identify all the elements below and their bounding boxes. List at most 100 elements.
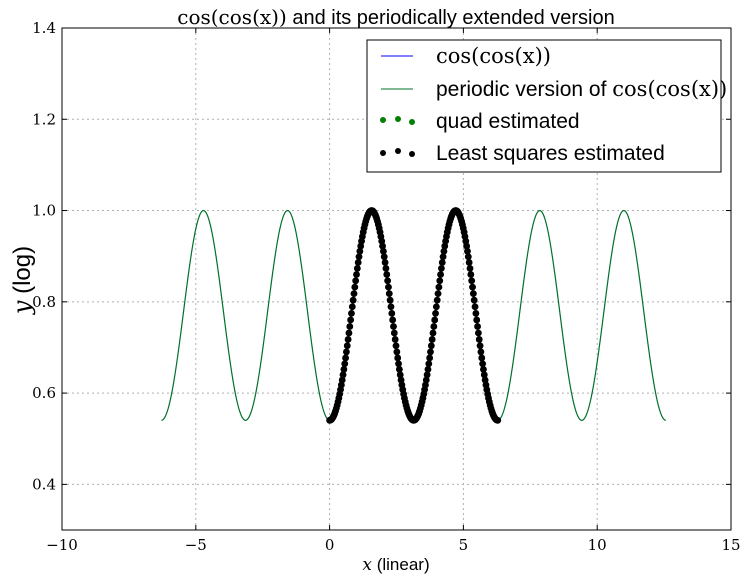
x-axis-label: x (linear) xyxy=(362,555,429,575)
lsq-dot xyxy=(353,271,360,278)
lsq-dot xyxy=(392,342,400,350)
ticks: −10 −5 0 5 10 15 0.4 0.6 0.8 1.0 1.2 1.4 xyxy=(32,19,740,554)
plot-frame xyxy=(61,27,732,531)
lsq-dot xyxy=(475,329,482,337)
lsq-dot xyxy=(469,283,476,291)
lsq-dot xyxy=(434,290,442,298)
lsq-dot xyxy=(387,303,395,311)
lsq-dot xyxy=(423,371,431,379)
lsq-dot xyxy=(427,348,434,356)
x-tick-label: −5 xyxy=(185,536,207,554)
chart-title-text: and its periodically extended version xyxy=(287,7,615,29)
lsq-dot xyxy=(383,271,391,278)
lsq-dot xyxy=(437,271,444,278)
lsq-dot xyxy=(382,265,390,272)
lsq-dot xyxy=(472,309,480,317)
lsq-dot xyxy=(422,376,430,384)
x-tick-label: 0 xyxy=(325,536,335,554)
lsq-dot xyxy=(477,348,485,356)
lsq-dot xyxy=(440,247,448,255)
lsq-dot xyxy=(425,360,433,368)
lsq-dot xyxy=(463,242,471,250)
legend-dot-quad-1 xyxy=(380,117,386,123)
lsq-dot xyxy=(343,348,350,356)
lsq-dot xyxy=(439,253,447,261)
x-tick-label: 10 xyxy=(588,536,607,554)
lsq-dot xyxy=(343,342,351,350)
lsq-dot xyxy=(345,329,353,337)
lsq-dot xyxy=(386,296,394,304)
lsq-dot xyxy=(427,342,435,350)
lsq-dot xyxy=(470,296,478,304)
series-layer xyxy=(161,207,667,424)
lsq-dot xyxy=(480,366,487,373)
lsq-dot xyxy=(356,247,364,255)
legend-label-cos-cos: cos(cos(x)) xyxy=(436,44,551,68)
lsq-dot xyxy=(479,360,487,368)
lsq-dot xyxy=(346,323,354,330)
lsq-dot xyxy=(431,316,439,324)
lsq-dot xyxy=(476,342,484,350)
legend-label-periodic: periodic version of cos(cos(x)) xyxy=(436,77,727,101)
lsq-dot xyxy=(428,336,436,343)
lsq-dot xyxy=(355,253,363,261)
lsq-dot xyxy=(475,336,483,343)
y-tick-label: 0.6 xyxy=(32,384,56,402)
lsq-dot xyxy=(473,316,481,324)
x-tick-label: 15 xyxy=(721,536,740,554)
lsq-dot xyxy=(342,354,349,362)
lsq-dot xyxy=(393,348,401,356)
lsq-dot xyxy=(494,416,502,424)
legend-dot-quad-2 xyxy=(395,116,401,122)
lsq-dot xyxy=(340,366,348,373)
lsq-dot xyxy=(381,259,389,266)
lsq-dot xyxy=(391,336,399,343)
lsq-dot xyxy=(467,271,475,278)
lsq-dot xyxy=(438,259,446,266)
legend-label-periodic-text: periodic version of xyxy=(436,78,612,101)
lsq-dot xyxy=(390,329,398,337)
lsq-dot xyxy=(354,259,362,266)
lsq-dot xyxy=(435,283,443,291)
lsq-dot xyxy=(341,360,349,368)
y-tick-label: 1.4 xyxy=(32,19,56,37)
lsq-dot xyxy=(353,265,361,272)
lsq-dot xyxy=(349,296,357,304)
lsq-dot xyxy=(464,247,471,255)
lsq-dot xyxy=(426,354,434,362)
lsq-dot xyxy=(396,371,404,379)
lsq-dot xyxy=(395,360,402,368)
x-tick-label: 5 xyxy=(459,536,469,554)
y-tick-label: 1.2 xyxy=(32,110,56,128)
lsq-dot xyxy=(433,296,441,304)
lsq-dot xyxy=(478,354,486,362)
y-tick-label: 1.0 xyxy=(32,202,56,220)
lsq-dot xyxy=(429,329,437,337)
legend-label-cos-cos-math: cos(cos(x)) xyxy=(436,44,551,68)
lsq-dot xyxy=(395,366,403,373)
y-axis-label-math: y xyxy=(8,300,36,315)
legend: cos(cos(x)) periodic version of cos(cos(… xyxy=(366,39,727,173)
lsq-dot xyxy=(471,303,479,311)
lsq-dot xyxy=(424,366,432,373)
chart-title: cos(cos(x)) and its periodically extende… xyxy=(177,5,614,29)
lsq-dot xyxy=(464,253,472,261)
lsq-dot xyxy=(465,259,473,266)
lsq-dot xyxy=(480,371,488,379)
y-axis-label-text: (log) xyxy=(9,246,36,301)
chart-title-math: cos(cos(x)) xyxy=(177,5,287,29)
lsq-dot xyxy=(338,376,346,384)
lsq-dot xyxy=(389,316,397,324)
lsq-dot xyxy=(350,290,358,298)
lsq-dot xyxy=(388,309,396,317)
lsq-dot xyxy=(438,265,445,272)
lsq-dot xyxy=(379,242,386,250)
lsq-dot xyxy=(380,247,387,255)
lsq-dot xyxy=(385,283,392,291)
x-axis-label-text: (linear) xyxy=(372,555,430,574)
x-tick-label: −10 xyxy=(46,536,78,554)
legend-dot-quad-3 xyxy=(409,119,415,125)
legend-label-lsq: Least squares estimated xyxy=(436,142,665,165)
lsq-dot xyxy=(432,309,439,317)
